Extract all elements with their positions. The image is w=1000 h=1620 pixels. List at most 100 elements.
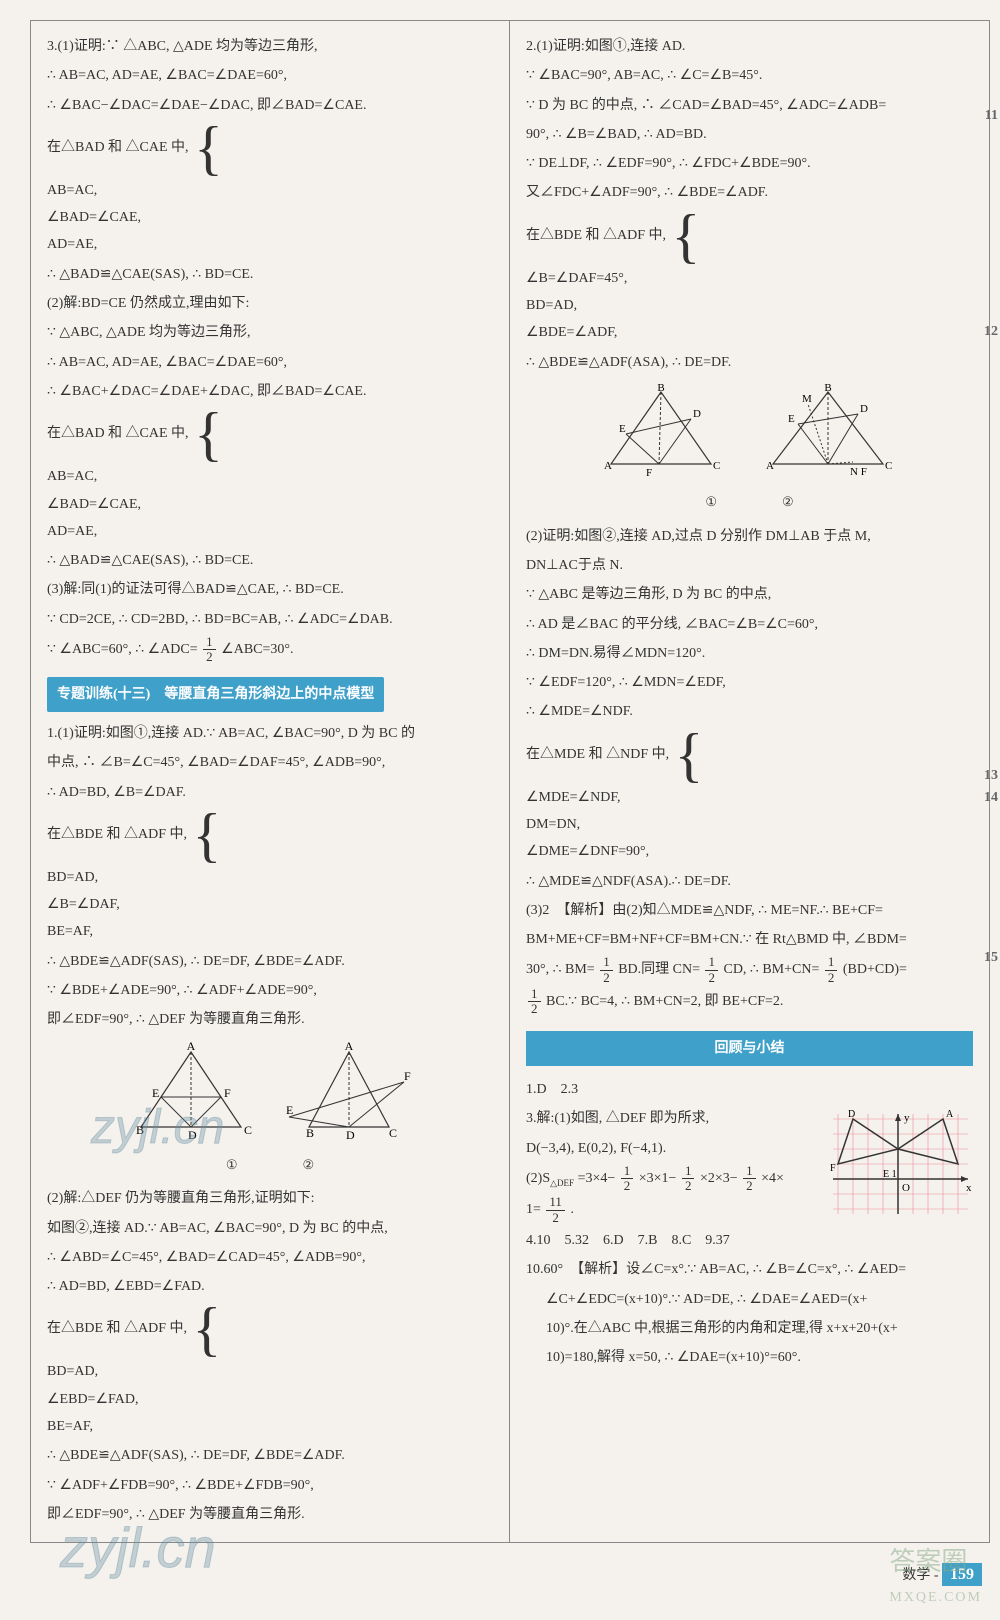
svg-text:E: E	[152, 1086, 159, 1100]
svg-text:O: O	[902, 1182, 910, 1194]
text: 在△MDE 和 △NDF 中, {	[526, 728, 973, 782]
label: ①	[226, 1157, 238, 1172]
text: 1=	[526, 1202, 541, 1217]
svg-text:F: F	[224, 1086, 231, 1100]
figure-labels: ① ②	[47, 1152, 493, 1177]
subscript: △DEF	[550, 1178, 574, 1188]
text: ∵ ∠EDF=120°, ∴ ∠MDN=∠EDF,	[526, 669, 973, 696]
text: (2)解:BD=CE 仍然成立,理由如下:	[47, 290, 493, 317]
text: 在△BDE 和 △ADF 中,	[47, 1322, 187, 1337]
brace-system: {	[191, 808, 224, 862]
text: 在△BDE 和 △ADF 中, {	[47, 808, 493, 862]
text: 在△BDE 和 △ADF 中, {	[47, 1302, 493, 1356]
text: 在△BAD 和 △CAE 中,	[47, 426, 189, 441]
topic-header: 专题训练(十三) 等腰直角三角形斜边上的中点模型	[47, 677, 384, 712]
brace-system: {	[670, 209, 703, 263]
svg-text:A: A	[344, 1042, 353, 1053]
svg-text:D: D	[848, 1109, 855, 1120]
fraction: 12	[743, 1164, 756, 1194]
label: ②	[303, 1157, 315, 1172]
text: (2)解:△DEF 仍为等腰直角三角形,证明如下:	[47, 1185, 493, 1212]
text: BD=AD,	[47, 864, 493, 891]
text: DN⊥AC于点 N.	[526, 552, 973, 579]
side-number: 11	[985, 108, 998, 124]
text: AB=AC,	[47, 463, 493, 490]
fraction: 12	[600, 955, 613, 985]
svg-text:C: C	[389, 1126, 397, 1140]
fraction: 12	[528, 987, 541, 1017]
text: AB=AC,	[47, 177, 493, 204]
text: .	[570, 1202, 574, 1217]
svg-text:E: E	[619, 423, 626, 435]
text: =3×4−	[578, 1171, 616, 1186]
text: ∠B=∠DAF,	[47, 891, 493, 918]
side-number: 13	[984, 768, 998, 784]
text: 12 BC.∵ BC=4, ∴ BM+CN=2, 即 BE+CF=2.	[526, 987, 973, 1017]
text: ∴ △BDE≌△ADF(ASA), ∴ DE=DF.	[526, 349, 973, 376]
text: ∴ AB=AC, AD=AE, ∠BAC=∠DAE=60°,	[47, 62, 493, 89]
right-column: 2.(1)证明:如图①,连接 AD. ∵ ∠BAC=90°, AB=AC, ∴ …	[510, 21, 989, 1542]
svg-text:B: B	[136, 1123, 144, 1137]
svg-text:x: x	[966, 1182, 972, 1194]
svg-text:E 1: E 1	[883, 1169, 897, 1180]
text: ∴ △MDE≌△NDF(ASA).∴ DE=DF.	[526, 868, 973, 895]
text: ∠EBD=∠FAD,	[47, 1386, 493, 1413]
text: ∵ △ABC 是等边三角形, D 为 BC 的中点,	[526, 581, 973, 608]
text: ∴ △BDE≌△ADF(SAS), ∴ DE=DF, ∠BDE=∠ADF.	[47, 1442, 493, 1469]
figure-row: A B C D E F A B C D E F	[47, 1042, 493, 1178]
label: ②	[782, 494, 794, 509]
triangle-diagram-3: B A C F E D	[601, 384, 731, 479]
brace-system: {	[673, 728, 706, 782]
text: ∴ AB=AC, AD=AE, ∠BAC=∠DAE=60°,	[47, 349, 493, 376]
svg-text:C: C	[885, 460, 892, 472]
svg-text:y: y	[904, 1112, 910, 1124]
svg-text:M: M	[802, 393, 812, 405]
text: 10)°.在△ABC 中,根据三角形的内角和定理,得 x+x+20+(x+	[526, 1315, 973, 1342]
text: 在△BAD 和 △CAE 中, {	[47, 121, 493, 175]
text: BE=AF,	[47, 918, 493, 945]
side-number: 12	[984, 324, 998, 340]
text: BD=AD,	[47, 1358, 493, 1385]
text: ∵ ∠ADF+∠FDB=90°, ∴ ∠BDE+∠FDB=90°,	[47, 1472, 493, 1499]
svg-text:E: E	[788, 413, 795, 425]
triangle-diagram-2: A B C D E F	[284, 1042, 414, 1142]
text: ∴ △BDE≌△ADF(SAS), ∴ DE=DF, ∠BDE=∠ADF.	[47, 948, 493, 975]
text: ∠C+∠EDC=(x+10)°.∵ AD=DE, ∴ ∠DAE=∠AED=(x+	[526, 1286, 973, 1313]
svg-text:D: D	[188, 1128, 197, 1142]
page-container: 3.(1)证明:∵ △ABC, △ADE 均为等边三角形, ∴ AB=AC, A…	[30, 20, 990, 1543]
text: 1.(1)证明:如图①,连接 AD.∵ AB=AC, ∠BAC=90°, D 为…	[47, 720, 493, 747]
text: ∴ ∠BAC+∠DAC=∠DAE+∠DAC, 即∠BAD=∠CAE.	[47, 378, 493, 405]
svg-text:A: A	[604, 460, 612, 472]
text: (3)2 【解析】由(2)知△MDE≌△NDF, ∴ ME=NF.∴ BE+CF…	[526, 897, 973, 924]
svg-text:F: F	[646, 467, 652, 479]
text: BD.同理 CN=	[618, 962, 700, 977]
triangle-diagram-4: B A C E D M N F	[758, 384, 898, 479]
text: 90°, ∴ ∠B=∠BAD, ∴ AD=BD.	[526, 121, 973, 148]
triangle-diagram-1: A B C D E F	[126, 1042, 256, 1142]
text: (2)S	[526, 1171, 550, 1186]
text: ∴ ∠MDE=∠NDF.	[526, 698, 973, 725]
svg-text:C: C	[713, 460, 720, 472]
text: ×2×3−	[700, 1171, 738, 1186]
text: ∵ DE⊥DF, ∴ ∠EDF=90°, ∴ ∠FDC+∠BDE=90°.	[526, 150, 973, 177]
text: ∵ D 为 BC 的中点, ∴ ∠CAD=∠BAD=45°, ∠ADC=∠ADB…	[526, 92, 973, 119]
svg-text:C: C	[244, 1123, 252, 1137]
text: 在△BAD 和 △CAE 中,	[47, 140, 189, 155]
review-header: 回顾与小结	[526, 1031, 973, 1066]
fraction: 112	[546, 1195, 565, 1225]
text: 10.60° 【解析】设∠C=x°.∵ AB=AC, ∴ ∠B=∠C=x°, ∴…	[526, 1256, 973, 1283]
svg-text:D: D	[860, 403, 868, 415]
text: ∴ AD=BD, ∠B=∠DAF.	[47, 779, 493, 806]
text: DM=DN,	[526, 811, 973, 838]
text: 在△BDE 和 △ADF 中,	[47, 827, 187, 842]
figure-labels: ① ②	[526, 489, 973, 514]
text: ∠DME=∠DNF=90°,	[526, 838, 973, 865]
text: ∠BDE=∠ADF,	[526, 319, 973, 346]
text: 3.(1)证明:∵ △ABC, △ADE 均为等边三角形,	[47, 33, 493, 60]
fraction: 12	[203, 635, 216, 665]
text: 2.(1)证明:如图①,连接 AD.	[526, 33, 973, 60]
svg-text:B: B	[657, 384, 664, 394]
brace-system: {	[191, 1302, 224, 1356]
svg-text:F: F	[830, 1163, 836, 1174]
svg-text:B: B	[306, 1126, 314, 1140]
